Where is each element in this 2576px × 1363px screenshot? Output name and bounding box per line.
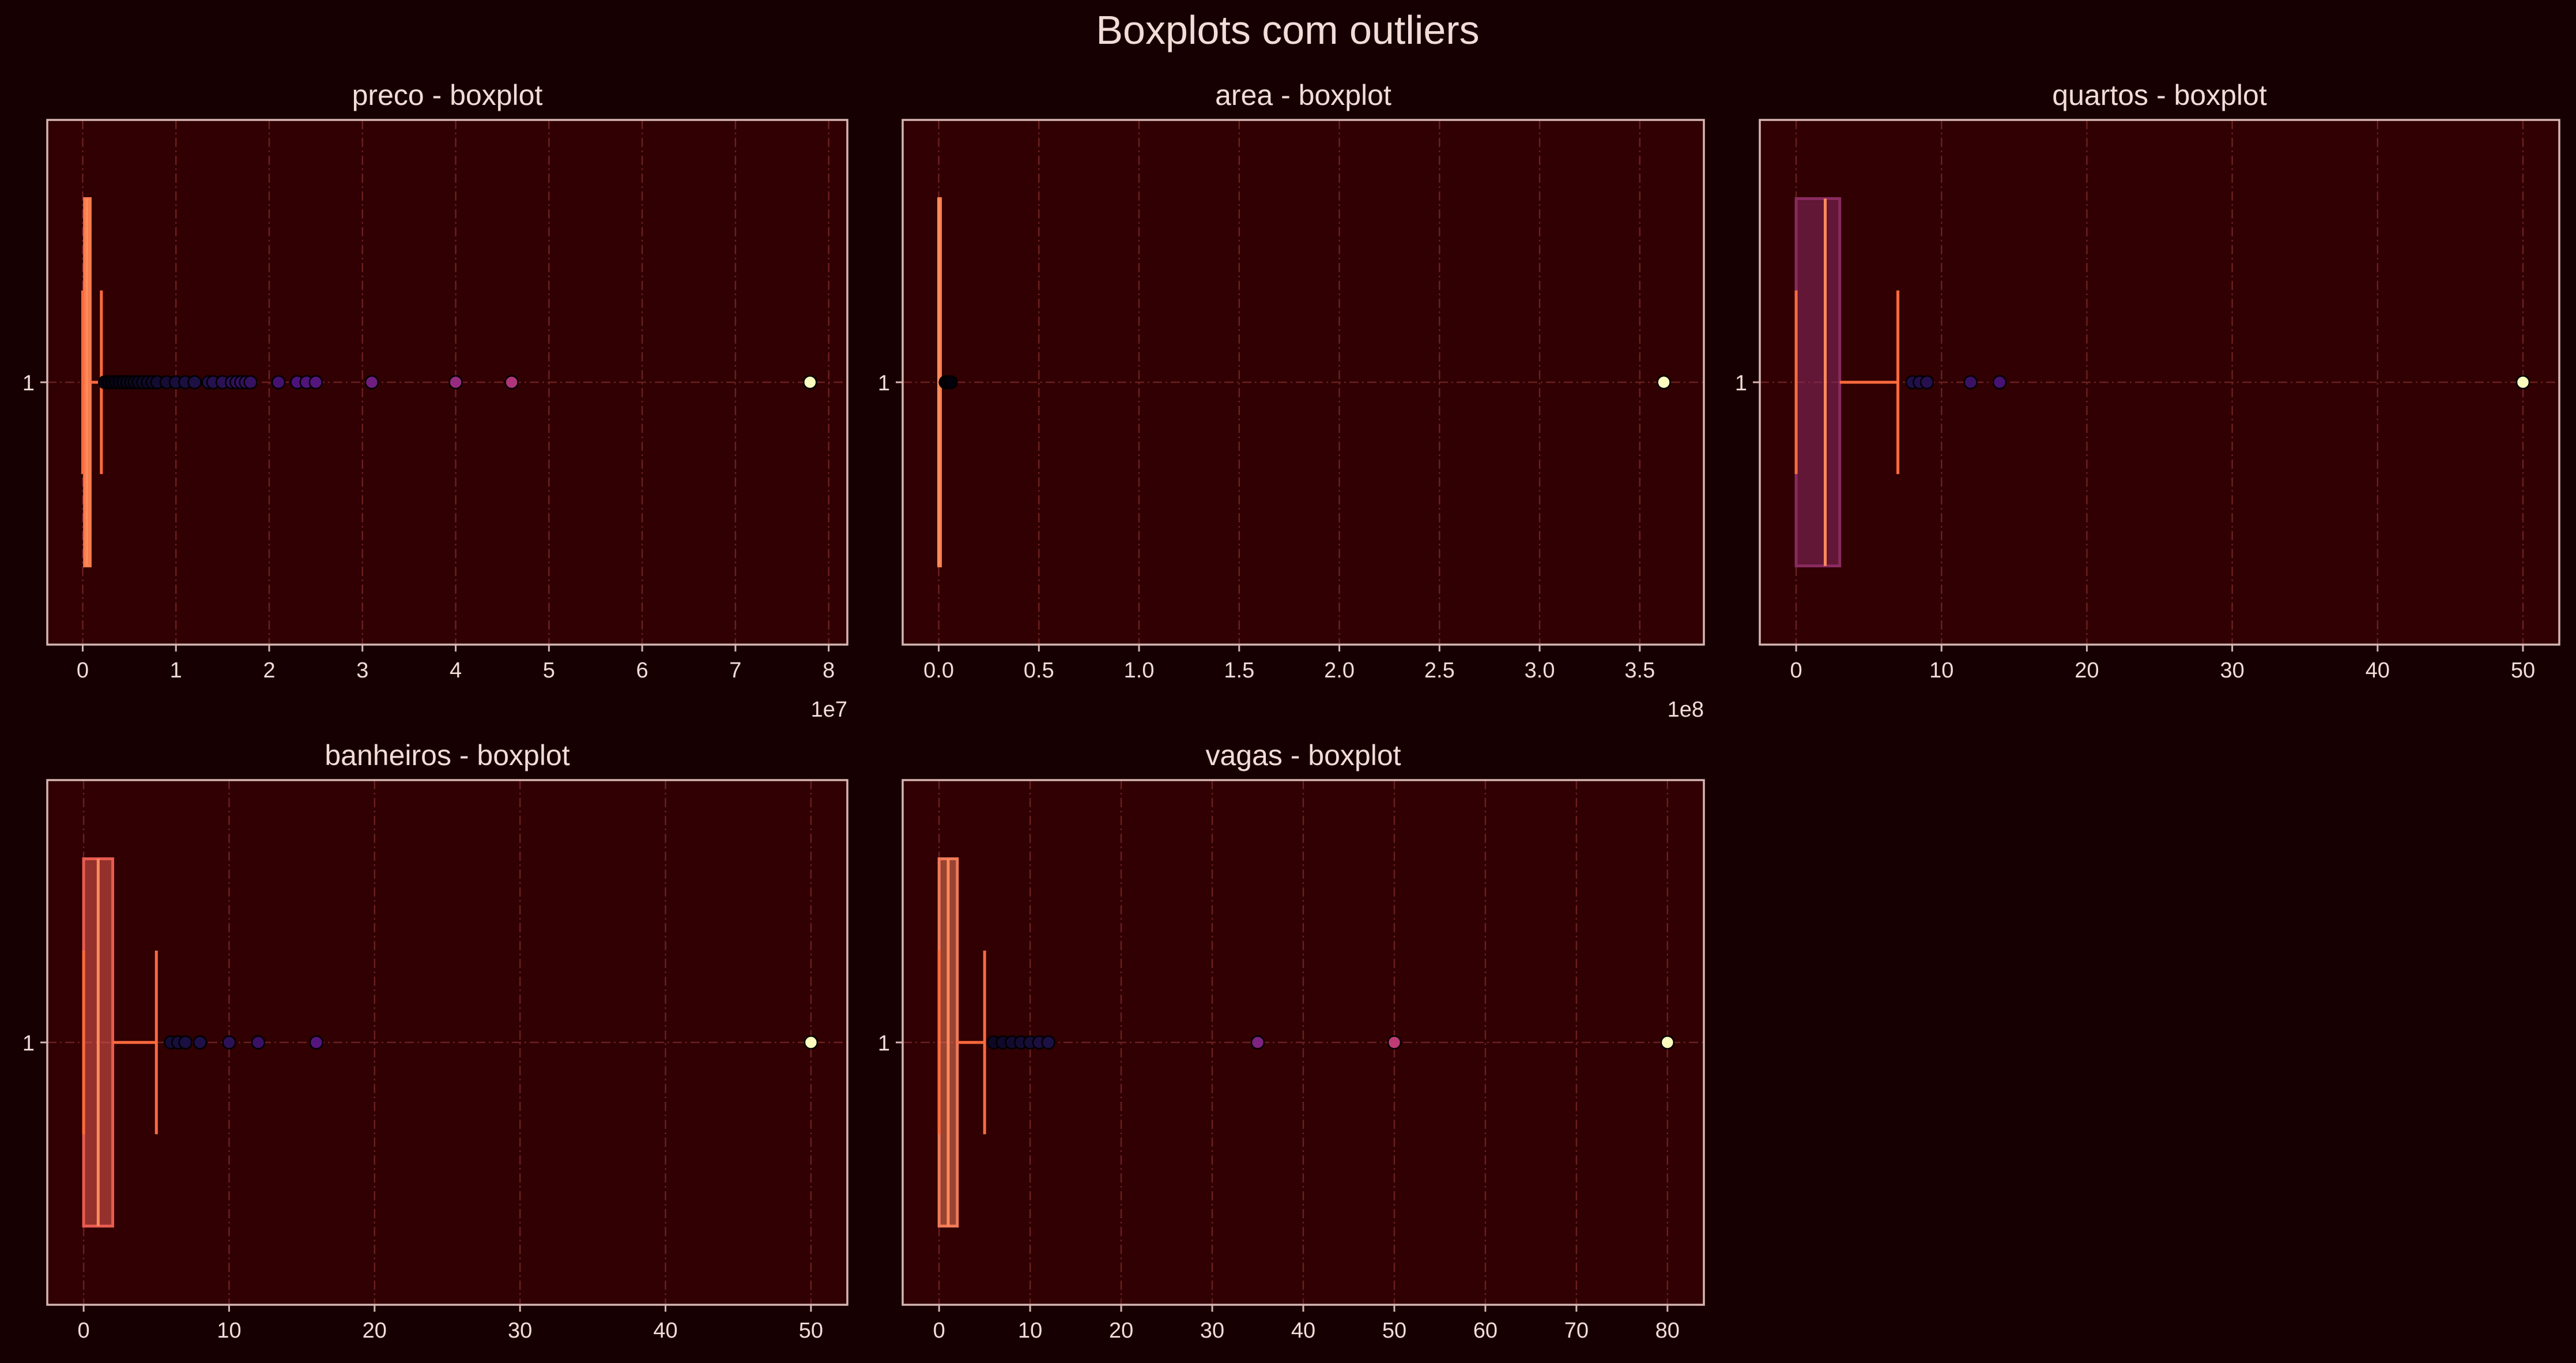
- outlier-point: [448, 375, 463, 390]
- outlier-point: [1657, 375, 1671, 390]
- outlier-point: [271, 375, 286, 390]
- outlier-point: [1387, 1035, 1402, 1050]
- x-tick-label: 7: [729, 658, 741, 683]
- panel-title: vagas - boxplot: [1205, 739, 1401, 771]
- x-tick-label: 40: [653, 1319, 677, 1343]
- x-tick-label: 50: [1382, 1319, 1406, 1343]
- x-tick-label: 3.5: [1624, 658, 1655, 683]
- x-tick-label: 1.0: [1124, 658, 1155, 683]
- outlier-point: [504, 375, 519, 390]
- outlier-point: [251, 1035, 266, 1050]
- panel-title: preco - boxplot: [352, 79, 543, 111]
- x-offset-label: 1e7: [811, 698, 847, 722]
- outlier-point: [2515, 375, 2530, 390]
- x-tick-label: 4: [450, 658, 462, 683]
- x-tick-label: 10: [1018, 1319, 1042, 1343]
- x-tick-label: 20: [2075, 658, 2099, 683]
- outlier-point: [309, 1035, 324, 1050]
- outlier-point: [1660, 1035, 1675, 1050]
- outlier-point: [1992, 375, 2007, 390]
- x-tick-label: 20: [363, 1319, 387, 1343]
- x-tick-label: 1: [170, 658, 182, 683]
- panel-title: quartos - boxplot: [2052, 79, 2267, 111]
- outlier-point: [243, 375, 258, 390]
- x-tick-label: 1.5: [1224, 658, 1254, 683]
- x-tick-label: 60: [1473, 1319, 1498, 1343]
- outlier-point: [308, 375, 323, 390]
- x-tick-label: 20: [1109, 1319, 1133, 1343]
- outlier-point: [187, 375, 202, 390]
- boxplot-panel-1: 0 1 2 3 4 5 6 7 8 1 1e7 preco - boxplot: [22, 79, 848, 722]
- x-tick-label: 0.5: [1024, 658, 1054, 683]
- figure-title: Boxplots com outliers: [1096, 7, 1479, 52]
- y-tick-label: 1: [22, 371, 35, 396]
- panel-title: banheiros - boxplot: [325, 739, 569, 771]
- boxplot-panel-2: 0.0 0.5 1.0 1.5 2.0 2.5 3.0 3.5 1 1e8 area - boxpl…: [878, 79, 1705, 722]
- x-tick-label: 0: [77, 658, 89, 683]
- x-offset-label: 1e8: [1668, 698, 1704, 722]
- boxplot-panel-4: 0 10 20 30 40 50 1 banheiros - boxplot: [22, 739, 848, 1343]
- outlier-point: [1919, 375, 1934, 390]
- x-tick-label: 8: [823, 658, 835, 683]
- x-tick-label: 2: [263, 658, 275, 683]
- outlier-point: [804, 1035, 819, 1050]
- x-tick-label: 10: [217, 1319, 241, 1343]
- x-tick-label: 40: [2366, 658, 2390, 683]
- x-tick-label: 40: [1291, 1319, 1315, 1343]
- y-tick-label: 1: [22, 1031, 35, 1056]
- x-tick-label: 80: [1655, 1319, 1680, 1343]
- outlier-point: [178, 1035, 193, 1050]
- y-tick-label: 1: [878, 371, 890, 396]
- x-tick-label: 30: [2220, 658, 2244, 683]
- y-tick-label: 1: [878, 1031, 890, 1056]
- x-tick-label: 0.0: [923, 658, 954, 683]
- x-tick-label: 3.0: [1525, 658, 1555, 683]
- x-tick-label: 0: [78, 1319, 90, 1343]
- outlier-point: [1963, 375, 1978, 390]
- outlier-point: [1250, 1035, 1265, 1050]
- x-tick-label: 70: [1564, 1319, 1589, 1343]
- x-tick-label: 50: [799, 1319, 823, 1343]
- x-tick-label: 2.0: [1324, 658, 1355, 683]
- outlier-point: [1041, 1035, 1055, 1050]
- outlier-point: [193, 1035, 208, 1050]
- x-tick-label: 0: [933, 1319, 945, 1343]
- boxplot-panel-5: 0 10 20 30 40 50 60 70 80 1 vagas - boxplot: [878, 739, 1705, 1343]
- outlier-point: [364, 375, 379, 390]
- x-tick-label: 3: [356, 658, 368, 683]
- y-tick-label: 1: [1735, 371, 1747, 396]
- panel-title: area - boxplot: [1215, 79, 1391, 111]
- x-tick-label: 6: [636, 658, 648, 683]
- boxplot-panel-3: 0 10 20 30 40 50 1 quartos - boxplot: [1735, 79, 2560, 683]
- outlier-point: [944, 375, 958, 390]
- x-tick-label: 5: [543, 658, 555, 683]
- x-tick-label: 30: [1200, 1319, 1224, 1343]
- outlier-point: [222, 1035, 236, 1050]
- x-tick-label: 10: [1929, 658, 1953, 683]
- outlier-point: [803, 375, 817, 390]
- x-tick-label: 0: [1790, 658, 1802, 683]
- box-iqr: [1794, 197, 1842, 567]
- x-tick-label: 2.5: [1424, 658, 1455, 683]
- x-tick-label: 50: [2511, 658, 2535, 683]
- x-tick-label: 30: [508, 1319, 532, 1343]
